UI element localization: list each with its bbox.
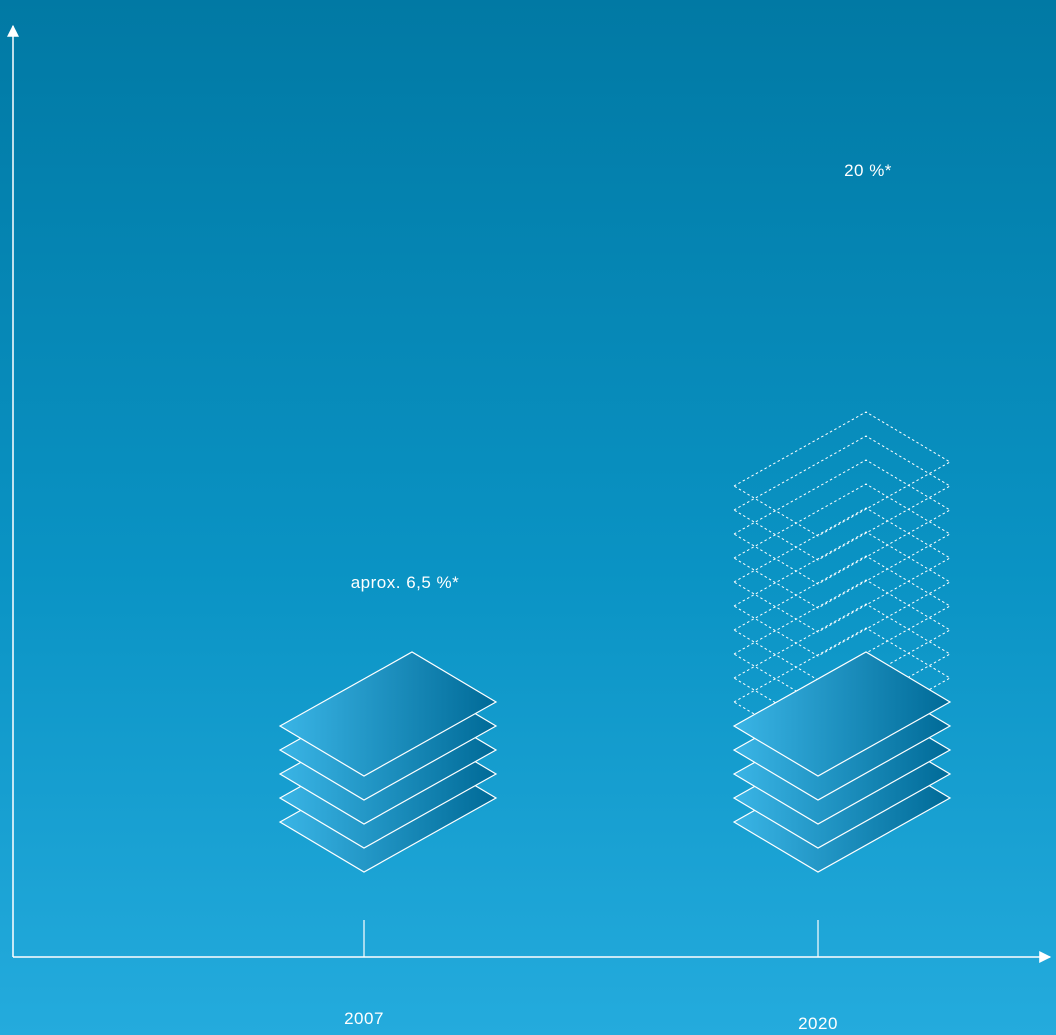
value-label-2007: aprox. 6,5 %* bbox=[351, 573, 460, 592]
x-tick-label-2020: 2020 bbox=[798, 1014, 838, 1033]
bar-2020-projected-layer bbox=[733, 435, 951, 561]
bar-2020 bbox=[732, 411, 952, 873]
bar-2020-projected-layer bbox=[733, 627, 951, 753]
bar-2020-projected-layer bbox=[733, 579, 951, 705]
bar-2007-layer bbox=[278, 651, 498, 777]
bar-2020-projected-layer bbox=[733, 507, 951, 633]
bar-2020-projected-layer bbox=[733, 459, 951, 585]
bar-2020-projected-layer bbox=[733, 603, 951, 729]
bar-2020-projected-layer bbox=[733, 411, 951, 537]
value-label-2020: 20 %* bbox=[844, 161, 892, 180]
bar-2020-projected-layer bbox=[733, 483, 951, 609]
bar-2007 bbox=[278, 651, 498, 873]
bar-2020-layer bbox=[732, 651, 952, 777]
bar-2020-projected-layer bbox=[733, 555, 951, 681]
x-tick-label-2007: 2007 bbox=[344, 1009, 384, 1028]
bar-2020-projected-layer bbox=[733, 531, 951, 657]
